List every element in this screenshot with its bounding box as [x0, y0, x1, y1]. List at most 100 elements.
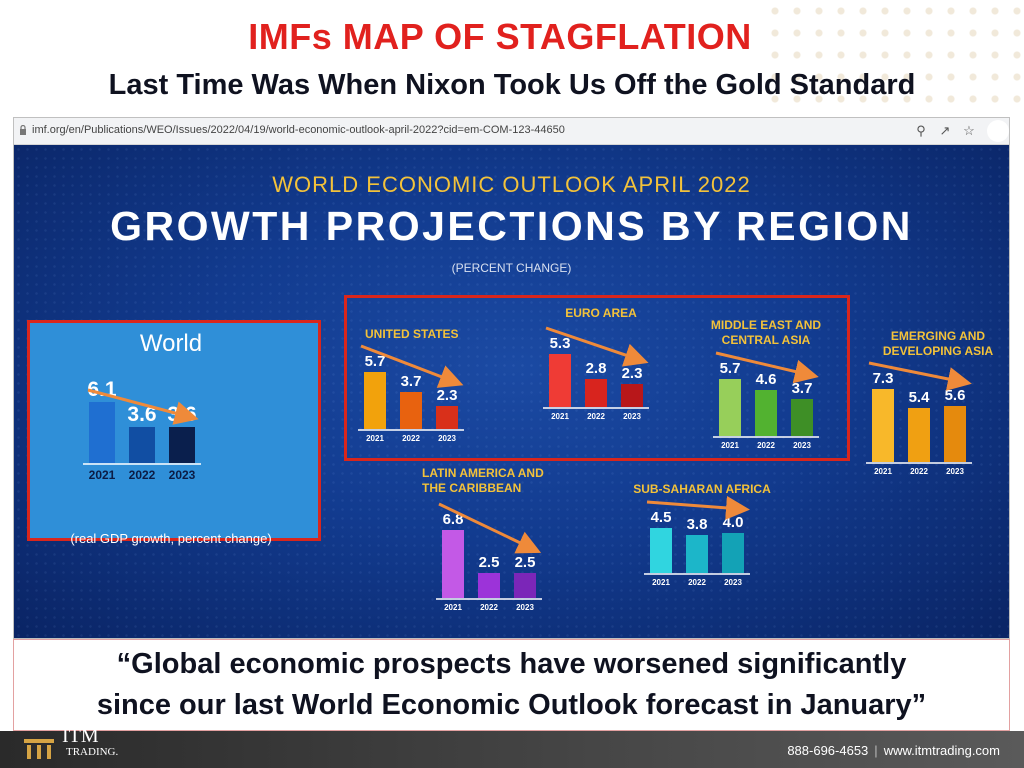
- trend-arrow-lac: [438, 502, 542, 554]
- address-bar[interactable]: imf.org/en/Publications/WEO/Issues/2022/…: [14, 118, 1009, 145]
- tick-label-us-2022: 2022: [402, 434, 420, 443]
- tick-label-us-2021: 2021: [366, 434, 384, 443]
- tick-label-ssa-2021: 2021: [652, 578, 670, 587]
- value-label-meca-2022: 4.6: [756, 371, 777, 388]
- tick-label-world-2023: 2023: [169, 468, 196, 482]
- bar-ssa-2023: [722, 533, 744, 573]
- bar-world-2021: [89, 402, 115, 463]
- value-label-euro-2023: 2.3: [622, 365, 643, 382]
- itm-logo-icon: [24, 739, 54, 759]
- panel-title-lac: THE CARIBBEAN: [422, 481, 521, 495]
- reload-icon[interactable]: [987, 120, 1009, 142]
- quote-line-2: since our last World Economic Outlook fo…: [96, 689, 927, 721]
- value-label-euro-2021: 5.3: [550, 335, 571, 352]
- footer-bar: [0, 731, 1024, 768]
- slide-headline: GROWTH PROJECTIONS BY REGION: [110, 203, 913, 249]
- tick-label-lac-2023: 2023: [516, 603, 534, 612]
- value-label-world-2022: 3.6: [127, 403, 156, 426]
- value-label-lac-2022: 2.5: [479, 554, 500, 571]
- value-label-ssa-2021: 4.5: [651, 509, 672, 526]
- bar-meca-2021: [719, 379, 741, 436]
- website-link[interactable]: www.itmtrading.com: [883, 743, 1000, 758]
- value-label-lac-2021: 6.8: [443, 511, 464, 528]
- tick-label-lac-2022: 2022: [480, 603, 498, 612]
- bar-eda-2023: [944, 406, 966, 462]
- value-label-lac-2023: 2.5: [515, 554, 536, 571]
- tick-label-meca-2021: 2021: [721, 441, 739, 450]
- panel-title-eda: DEVELOPING ASIA: [883, 344, 994, 358]
- trend-arrow-meca: [715, 351, 819, 384]
- value-label-meca-2021: 5.7: [720, 360, 741, 377]
- value-label-us-2023: 2.3: [437, 387, 458, 404]
- value-label-us-2021: 5.7: [365, 353, 386, 370]
- panel-title-eda: EMERGING AND: [891, 329, 986, 343]
- bar-world-2022: [129, 427, 155, 463]
- trend-arrow-eda: [868, 361, 972, 391]
- bar-lac-2021: [442, 530, 464, 598]
- tick-label-ssa-2023: 2023: [724, 578, 742, 587]
- tick-label-world-2022: 2022: [129, 468, 156, 482]
- bar-euro-2021: [549, 354, 571, 407]
- tick-label-ssa-2022: 2022: [688, 578, 706, 587]
- tick-label-meca-2023: 2023: [793, 441, 811, 450]
- slide-area: WORLD ECONOMIC OUTLOOK APRIL 2022 GROWTH…: [14, 145, 1009, 638]
- value-label-us-2022: 3.7: [401, 373, 422, 390]
- tick-label-euro-2021: 2021: [551, 412, 569, 421]
- value-label-eda-2021: 7.3: [873, 370, 894, 387]
- tick-label-meca-2022: 2022: [757, 441, 775, 450]
- zoom-icon[interactable]: ⚲: [916, 123, 926, 138]
- decorative-dots: [764, 0, 1024, 110]
- tick-label-eda-2023: 2023: [946, 467, 964, 476]
- trend-arrow-euro: [545, 326, 649, 367]
- page-title: IMFs MAP OF STAGFLATION: [248, 16, 752, 57]
- panel-title-euro: EURO AREA: [565, 306, 637, 320]
- share-icon[interactable]: ↗: [939, 123, 951, 138]
- value-label-meca-2023: 3.7: [792, 380, 813, 397]
- page-subtitle: Last Time Was When Nixon Took Us Off the…: [108, 69, 916, 101]
- tick-label-euro-2022: 2022: [587, 412, 605, 421]
- panel-title-meca: MIDDLE EAST AND: [711, 318, 822, 332]
- tick-label-us-2023: 2023: [438, 434, 456, 443]
- trend-arrow-ssa: [646, 495, 750, 520]
- bar-euro-2023: [621, 384, 643, 407]
- quote-line-1: “Global economic prospects have worsened…: [116, 648, 907, 680]
- tick-label-euro-2023: 2023: [623, 412, 641, 421]
- bar-meca-2022: [755, 390, 777, 436]
- slide-unit: (PERCENT CHANGE): [451, 261, 572, 275]
- value-label-ssa-2023: 4.0: [723, 514, 744, 531]
- bar-ssa-2021: [650, 528, 672, 573]
- panel-title-lac: LATIN AMERICA AND: [422, 466, 544, 480]
- quote-text: “Global economic prospects have worsened…: [14, 644, 1009, 726]
- brand-sub: TRADING.: [66, 746, 119, 758]
- tick-label-world-2021: 2021: [89, 468, 116, 482]
- contact-info: 888-696-4653 | www.itmtrading.com: [787, 743, 1000, 758]
- panel-title-ssa: SUB-SAHARAN AFRICA: [633, 482, 771, 496]
- bar-us-2021: [364, 372, 386, 429]
- trend-arrow-us: [360, 344, 464, 388]
- bar-eda-2021: [872, 389, 894, 462]
- trend-arrow-world: [87, 388, 199, 425]
- panel-title-world: World: [140, 330, 202, 357]
- slide-kicker: WORLD ECONOMIC OUTLOOK APRIL 2022: [272, 172, 751, 197]
- value-label-eda-2023: 5.6: [945, 387, 966, 404]
- bar-euro-2022: [585, 379, 607, 407]
- bar-lac-2022: [478, 573, 500, 598]
- bar-us-2023: [436, 406, 458, 429]
- bar-us-2022: [400, 392, 422, 429]
- tick-label-eda-2021: 2021: [874, 467, 892, 476]
- star-icon[interactable]: ☆: [963, 123, 975, 138]
- value-label-euro-2022: 2.8: [586, 360, 607, 377]
- panel-title-meca: CENTRAL ASIA: [722, 333, 811, 347]
- brand-name: ITM: [62, 725, 99, 747]
- bar-lac-2023: [514, 573, 536, 598]
- bar-world-2023: [169, 427, 195, 463]
- url-text[interactable]: imf.org/en/Publications/WEO/Issues/2022/…: [32, 124, 565, 136]
- lock-icon: [20, 125, 26, 135]
- value-label-eda-2022: 5.4: [909, 389, 931, 406]
- bar-eda-2022: [908, 408, 930, 462]
- phone-number[interactable]: 888-696-4653: [787, 743, 869, 758]
- highlight-box: [344, 295, 850, 461]
- world-note: (real GDP growth, percent change): [70, 531, 271, 546]
- quote-box: “Global economic prospects have worsened…: [13, 639, 1010, 731]
